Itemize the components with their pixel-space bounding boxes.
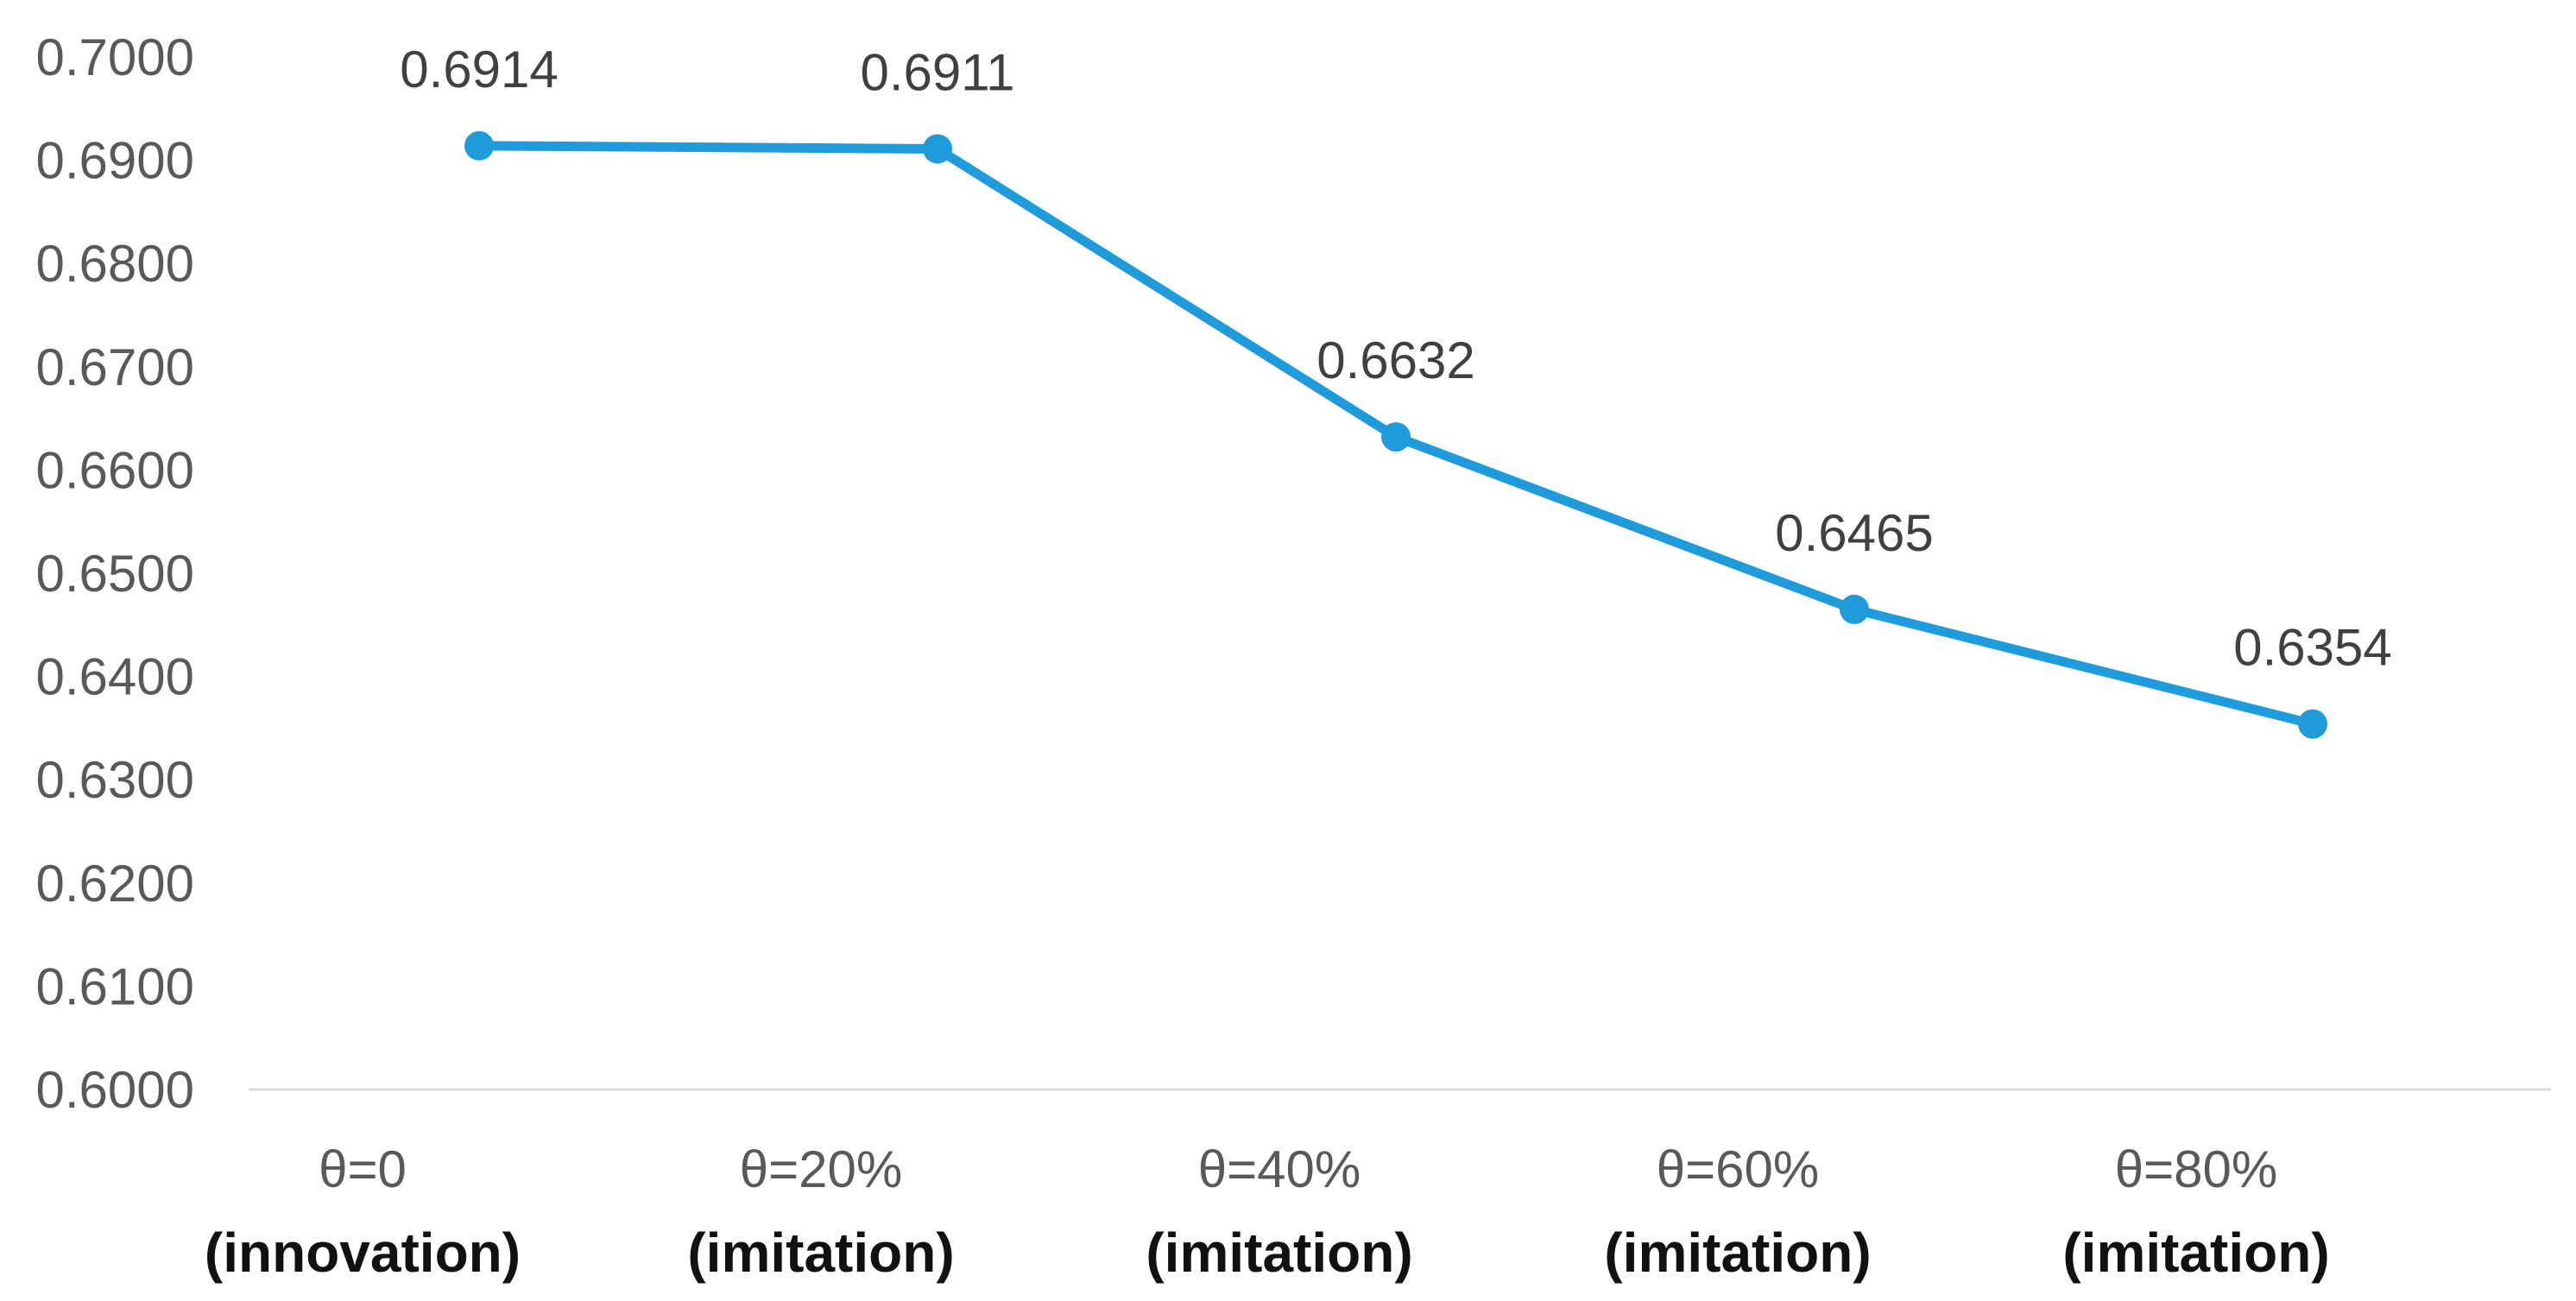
x-tick-sublabel: (imitation) <box>1604 1222 1871 1284</box>
x-tick-sublabel: (imitation) <box>2062 1222 2329 1284</box>
data-points <box>464 130 2327 739</box>
data-point <box>464 130 494 161</box>
y-tick-label: 0.6600 <box>35 441 194 499</box>
y-tick-label: 0.6500 <box>35 545 194 603</box>
data-labels: 0.6914 0.6911 0.6632 0.6465 0.6354 <box>400 41 2392 677</box>
x-tick-label: θ=0 <box>319 1140 407 1198</box>
y-tick-label: 0.6200 <box>35 855 194 913</box>
data-label: 0.6911 <box>860 43 1014 101</box>
y-tick-label: 0.7000 <box>35 28 194 86</box>
y-tick-label: 0.6400 <box>35 648 194 706</box>
x-tick-sublabel: (innovation) <box>205 1222 521 1284</box>
data-point <box>1381 422 1411 452</box>
data-label: 0.6914 <box>400 41 559 98</box>
x-tick-sublabel: (imitation) <box>1146 1222 1412 1284</box>
y-tick-label: 0.6700 <box>35 338 194 396</box>
data-label: 0.6632 <box>1316 332 1475 389</box>
x-tick-label: θ=60% <box>1657 1140 1820 1198</box>
x-tick-label: θ=80% <box>2115 1140 2278 1198</box>
y-tick-label: 0.6300 <box>35 751 194 809</box>
data-point <box>1840 594 1869 624</box>
y-axis-tick-labels: 0.7000 0.6900 0.6800 0.6700 0.6600 0.6500 0.64… <box>35 28 194 1119</box>
data-label: 0.6354 <box>2233 619 2392 677</box>
x-tick-label: θ=20% <box>740 1140 903 1198</box>
x-tick-sublabel: (imitation) <box>687 1222 954 1284</box>
x-tick-label: θ=40% <box>1198 1140 1361 1198</box>
data-point <box>2298 709 2327 739</box>
x-axis-tick-labels: θ=0 (innovation) θ=20% (imitation) θ=40% (imi… <box>205 1140 2330 1284</box>
y-tick-label: 0.6000 <box>35 1061 194 1119</box>
series-group: 0.6914 0.6911 0.6632 0.6465 0.6354 <box>400 41 2392 739</box>
data-label: 0.6465 <box>1775 504 1934 562</box>
y-tick-label: 0.6800 <box>35 235 194 293</box>
data-point <box>923 134 952 164</box>
y-tick-label: 0.6100 <box>35 957 194 1015</box>
y-tick-label: 0.6900 <box>35 132 194 190</box>
